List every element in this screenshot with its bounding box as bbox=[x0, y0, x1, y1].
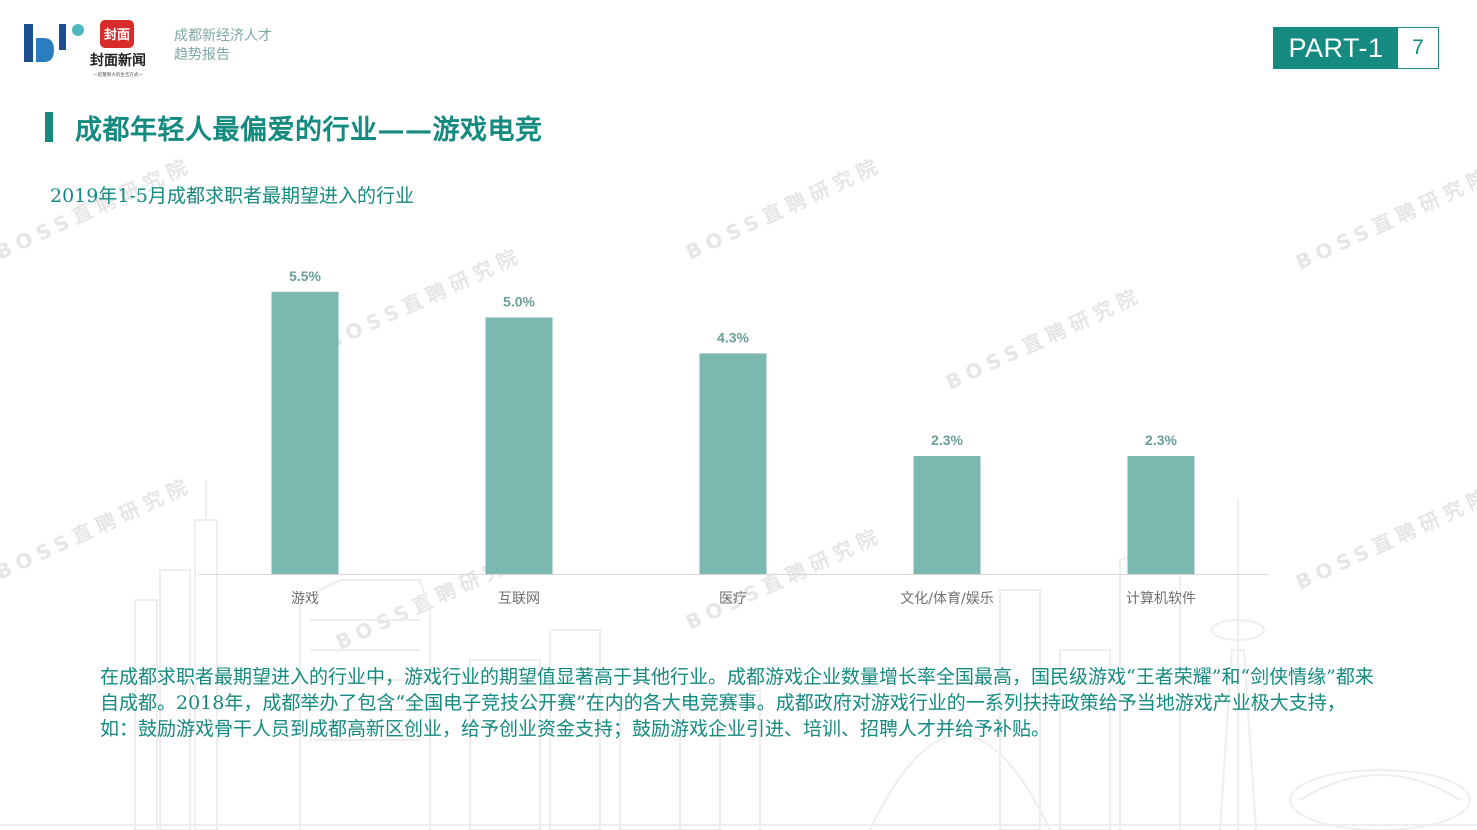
chart-title: 2019年1-5月成都求职者最期望进入的行业 bbox=[50, 185, 414, 207]
report-title-line-1: 成都新经济人才 bbox=[174, 28, 272, 44]
description-paragraph: 在成都求职者最期望进入的行业中，游戏行业的期望值显著高于其他行业。成都游戏企业数… bbox=[100, 666, 1374, 740]
brand-logo: 封面 封面新闻 一起警察大的生活方式一 bbox=[24, 20, 146, 78]
bar bbox=[485, 317, 553, 574]
part-label: PART-1 bbox=[1274, 28, 1398, 68]
bar bbox=[913, 456, 981, 574]
logo-wordmark: 封面新闻 bbox=[90, 52, 146, 69]
bar bbox=[271, 291, 339, 574]
section-accent-bar bbox=[45, 112, 53, 142]
data-label: 2.3% bbox=[1145, 432, 1177, 448]
x-tick-label: 文化/体育/娱乐 bbox=[900, 591, 993, 607]
bar bbox=[699, 353, 767, 574]
data-label: 5.0% bbox=[503, 294, 535, 310]
x-tick-label: 互联网 bbox=[498, 591, 540, 607]
part-indicator: PART-1 7 bbox=[1273, 27, 1439, 69]
logo-badge-text: 封面 bbox=[104, 27, 130, 43]
logo-tagline: 一起警察大的生活方式一 bbox=[93, 71, 143, 78]
report-title-line-2: 趋势报告 bbox=[174, 47, 230, 63]
data-label: 5.5% bbox=[289, 268, 321, 284]
page-number: 7 bbox=[1412, 36, 1424, 59]
data-label: 2.3% bbox=[931, 432, 963, 448]
bar bbox=[1127, 456, 1195, 574]
x-tick-label: 医疗 bbox=[719, 591, 747, 607]
data-label: 4.3% bbox=[717, 329, 749, 345]
report-title: 成都新经济人才 趋势报告 bbox=[174, 27, 334, 65]
x-tick-label: 游戏 bbox=[291, 591, 319, 607]
section-title: 成都年轻人最偏爱的行业——游戏电竞 bbox=[75, 115, 543, 146]
x-tick-label: 计算机软件 bbox=[1126, 591, 1196, 607]
